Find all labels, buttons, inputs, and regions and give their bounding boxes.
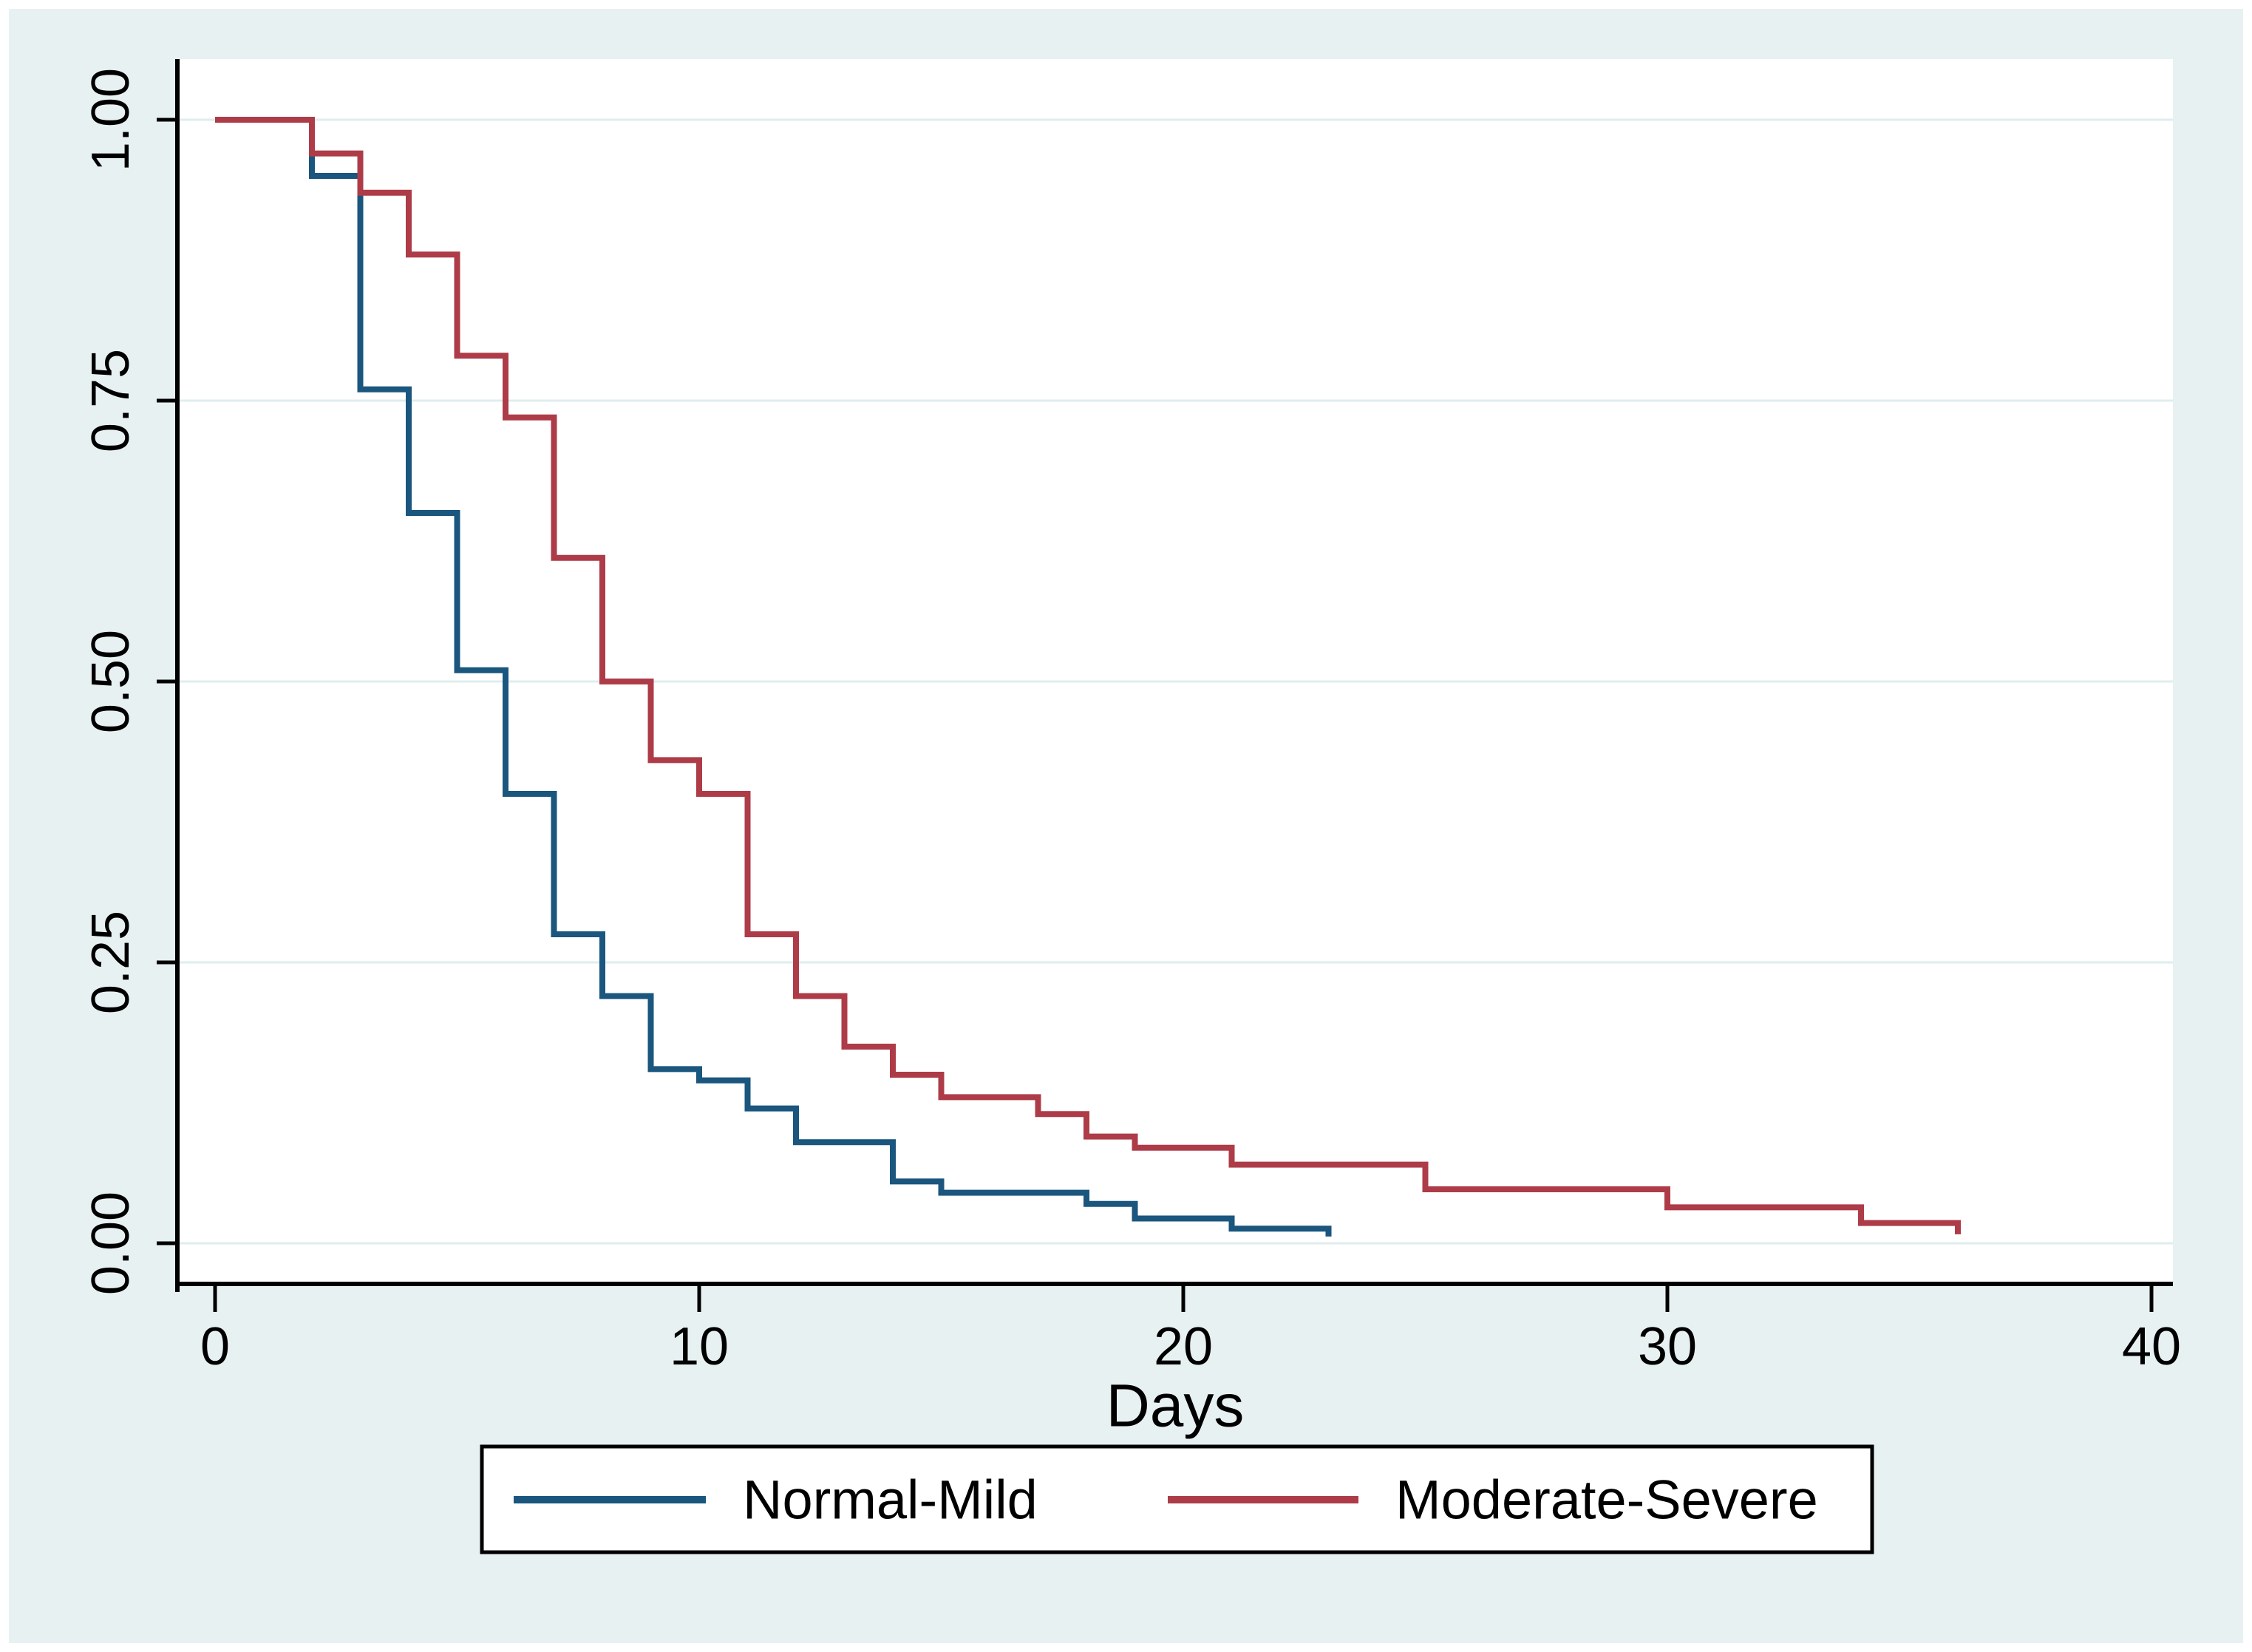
series-layer: [215, 117, 1961, 1237]
legend-label-normal-mild: Normal-Mild: [743, 1469, 1038, 1531]
series-line-normal-mild: [215, 117, 1332, 1237]
y-tick-label-0.75: 0.75: [81, 349, 140, 452]
x-axis-title: Days: [1106, 1373, 1245, 1440]
legend: Normal-Mild Moderate-Severe: [480, 1444, 1874, 1554]
x-axis-tick-labels: 0 10 20 30 40: [200, 1317, 2181, 1376]
x-tick-label-30: 30: [1638, 1317, 1697, 1376]
y-tick-label-0.00: 0.00: [81, 1192, 140, 1295]
plot-area: [177, 59, 2173, 1284]
legend-box: [480, 1444, 1874, 1554]
x-tick-label-10: 10: [670, 1317, 729, 1376]
x-tick-label-40: 40: [2122, 1317, 2181, 1376]
legend-label-moderate-severe: Moderate-Severe: [1395, 1469, 1818, 1531]
x-tick-label-0: 0: [200, 1317, 230, 1376]
series-line-moderate-severe: [215, 117, 1961, 1234]
y-tick-label-1.00: 1.00: [81, 68, 140, 171]
y-axis-tick-labels: 0.00 0.25 0.50 0.75 1.00: [81, 68, 140, 1295]
y-tick-label-0.50: 0.50: [81, 630, 140, 733]
y-axis-ticks: [157, 118, 177, 1245]
y-tick-label-0.25: 0.25: [81, 911, 140, 1014]
x-tick-label-20: 20: [1154, 1317, 1213, 1376]
y-axis: 0.00 0.25 0.50 0.75 1.00: [81, 59, 180, 1295]
x-axis: 0 10 20 30 40 Days: [175, 1282, 2181, 1440]
x-axis-ticks: [213, 1284, 2154, 1312]
gridlines: [177, 118, 2173, 1245]
